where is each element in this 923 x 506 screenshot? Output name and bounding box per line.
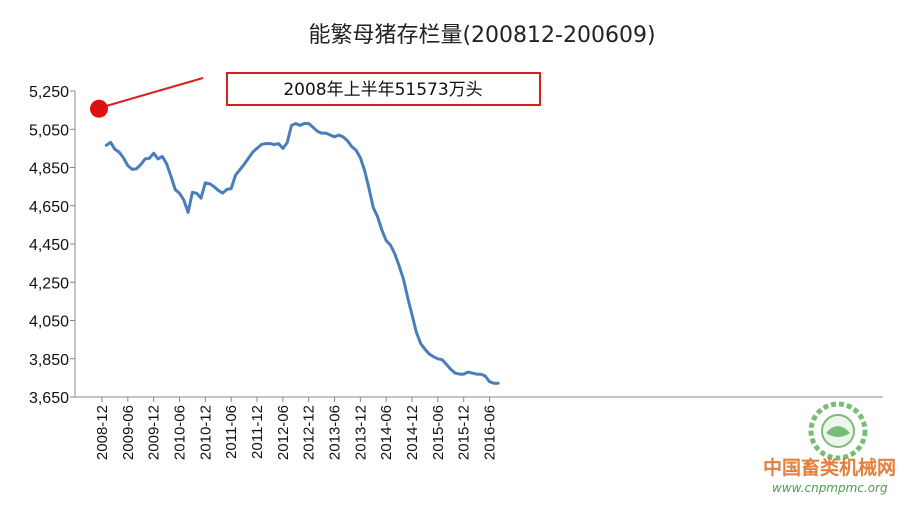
plot-area	[90, 77, 500, 385]
y-tick-label: 4,850	[29, 161, 69, 178]
watermark: 中国畜类机械网 www.cnpmpmc.org	[763, 401, 896, 495]
y-tick-label: 3,850	[29, 352, 69, 369]
y-tick-label: 4,650	[29, 199, 69, 216]
x-axis: 2008-12 2009-06 2009-12 2010-06 2010-12 2011-…	[75, 396, 883, 460]
x-tick-label: 2015-12	[456, 405, 473, 460]
x-tick-label: 2012-06	[275, 405, 292, 460]
watermark-logo	[808, 401, 868, 461]
x-tick-label: 2013-06	[327, 405, 344, 460]
x-tick-label: 2009-12	[146, 405, 163, 460]
x-tick-label: 2015-06	[430, 405, 447, 460]
x-tick-label: 2014-12	[404, 405, 421, 460]
y-tick-label: 4,450	[29, 237, 69, 254]
x-tick-label: 2010-12	[197, 405, 214, 460]
y-tick-label: 5,050	[29, 122, 69, 139]
watermark-url: www.cnpmpmc.org	[772, 481, 888, 495]
x-tick-label: 2009-06	[120, 405, 137, 460]
x-tick-label: 2010-06	[172, 405, 189, 460]
annotation-box	[226, 72, 541, 106]
watermark-text: 中国畜类机械网	[763, 456, 896, 479]
annotation-callout: 2008年上半年51573万头	[226, 72, 541, 106]
series-line-0	[104, 122, 500, 385]
x-tick-label: 2014-06	[378, 405, 395, 460]
x-tick-label: 2011-12	[249, 405, 266, 459]
y-tick-label: 3,650	[29, 390, 69, 407]
y-tick-label: 5,250	[29, 84, 69, 101]
annotation-text: 2008年上半年51573万头	[283, 80, 482, 100]
x-tick-label: 2016-06	[482, 405, 499, 460]
x-tick-label: 2011-06	[223, 405, 240, 459]
x-tick-label: 2008-12	[94, 405, 111, 460]
x-tick-label: 2012-12	[301, 405, 318, 460]
annotation-connector	[106, 77, 204, 107]
y-axis: 5,250 5,050 4,850 4,650 4,450 4,250 4,050 3,850…	[29, 84, 76, 407]
x-tick-label: 2013-12	[352, 405, 369, 460]
chart-title: 能繁母猪存栏量(200812-200609)	[308, 23, 655, 48]
y-tick-label: 4,050	[29, 314, 69, 331]
y-tick-label: 4,250	[29, 275, 69, 292]
highlight-point	[90, 99, 108, 118]
